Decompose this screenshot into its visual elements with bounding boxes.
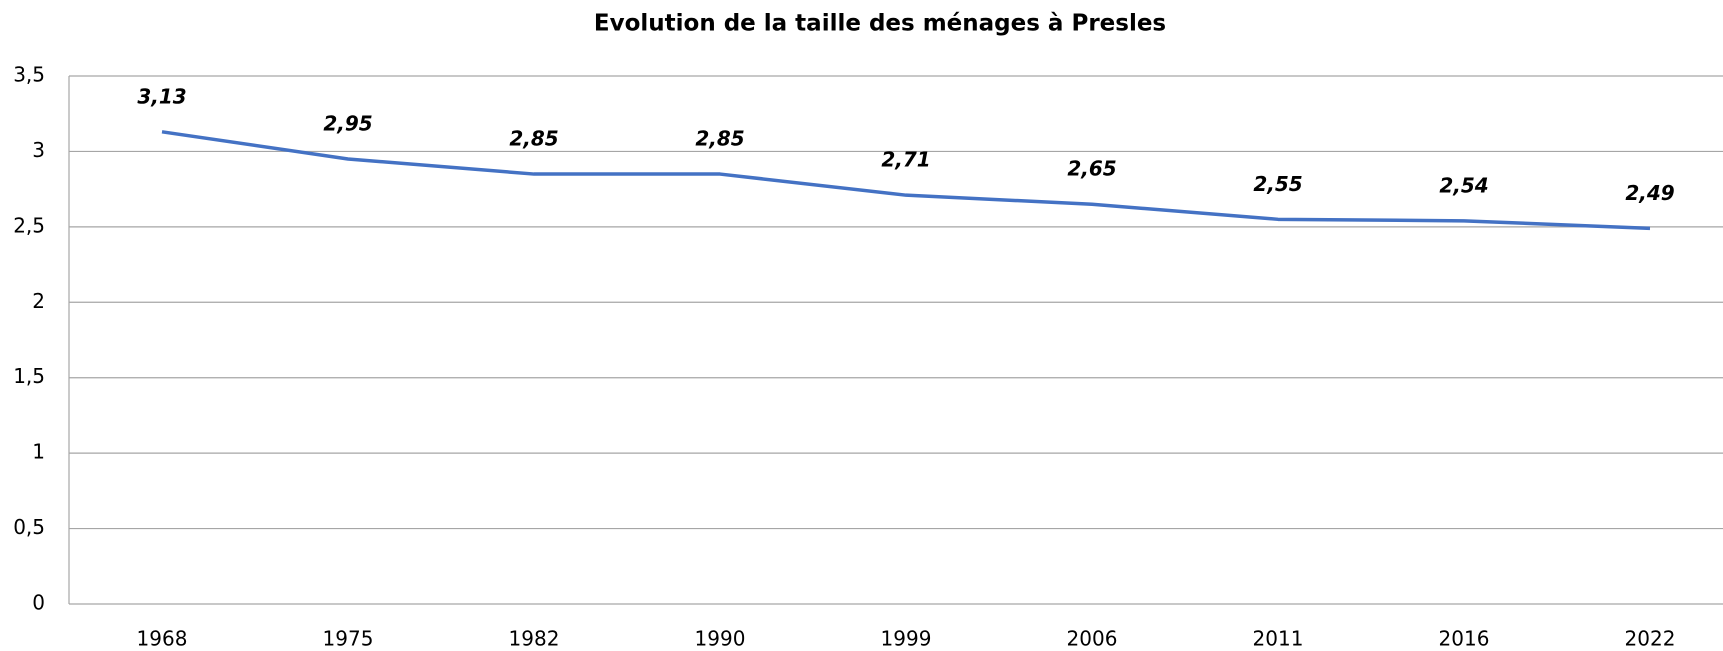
y-tick-label: 0,5	[13, 515, 45, 539]
x-tick-label: 1990	[695, 627, 746, 651]
y-tick-label: 0	[32, 591, 45, 615]
data-label: 3,13	[137, 84, 186, 108]
y-tick-label: 3	[32, 138, 45, 162]
data-label: 2,54	[1439, 173, 1488, 197]
x-tick-label: 2022	[1625, 627, 1676, 651]
chart-title: Evolution de la taille des ménages à Pre…	[594, 11, 1166, 37]
x-tick-label: 1982	[509, 627, 560, 651]
data-label: 2,65	[1067, 157, 1116, 181]
y-tick-label: 1,5	[13, 364, 45, 388]
data-label: 2,71	[881, 148, 930, 172]
x-tick-label: 2011	[1253, 627, 1304, 651]
y-tick-label: 2	[32, 289, 45, 313]
y-tick-label: 2,5	[13, 213, 45, 237]
data-label: 2,85	[695, 127, 744, 151]
data-label: 2,55	[1253, 172, 1302, 196]
data-label: 2,95	[323, 111, 372, 135]
x-tick-label: 2016	[1439, 627, 1490, 651]
y-tick-label: 3,5	[13, 63, 45, 87]
x-tick-label: 2006	[1067, 627, 1118, 651]
x-tick-label: 1999	[881, 627, 932, 651]
data-label: 2,49	[1625, 181, 1674, 205]
x-tick-label: 1975	[323, 627, 374, 651]
line	[161, 130, 1651, 231]
data-label: 2,85	[509, 127, 558, 151]
x-tick-label: 1968	[137, 627, 188, 651]
y-tick-label: 1	[32, 440, 45, 464]
